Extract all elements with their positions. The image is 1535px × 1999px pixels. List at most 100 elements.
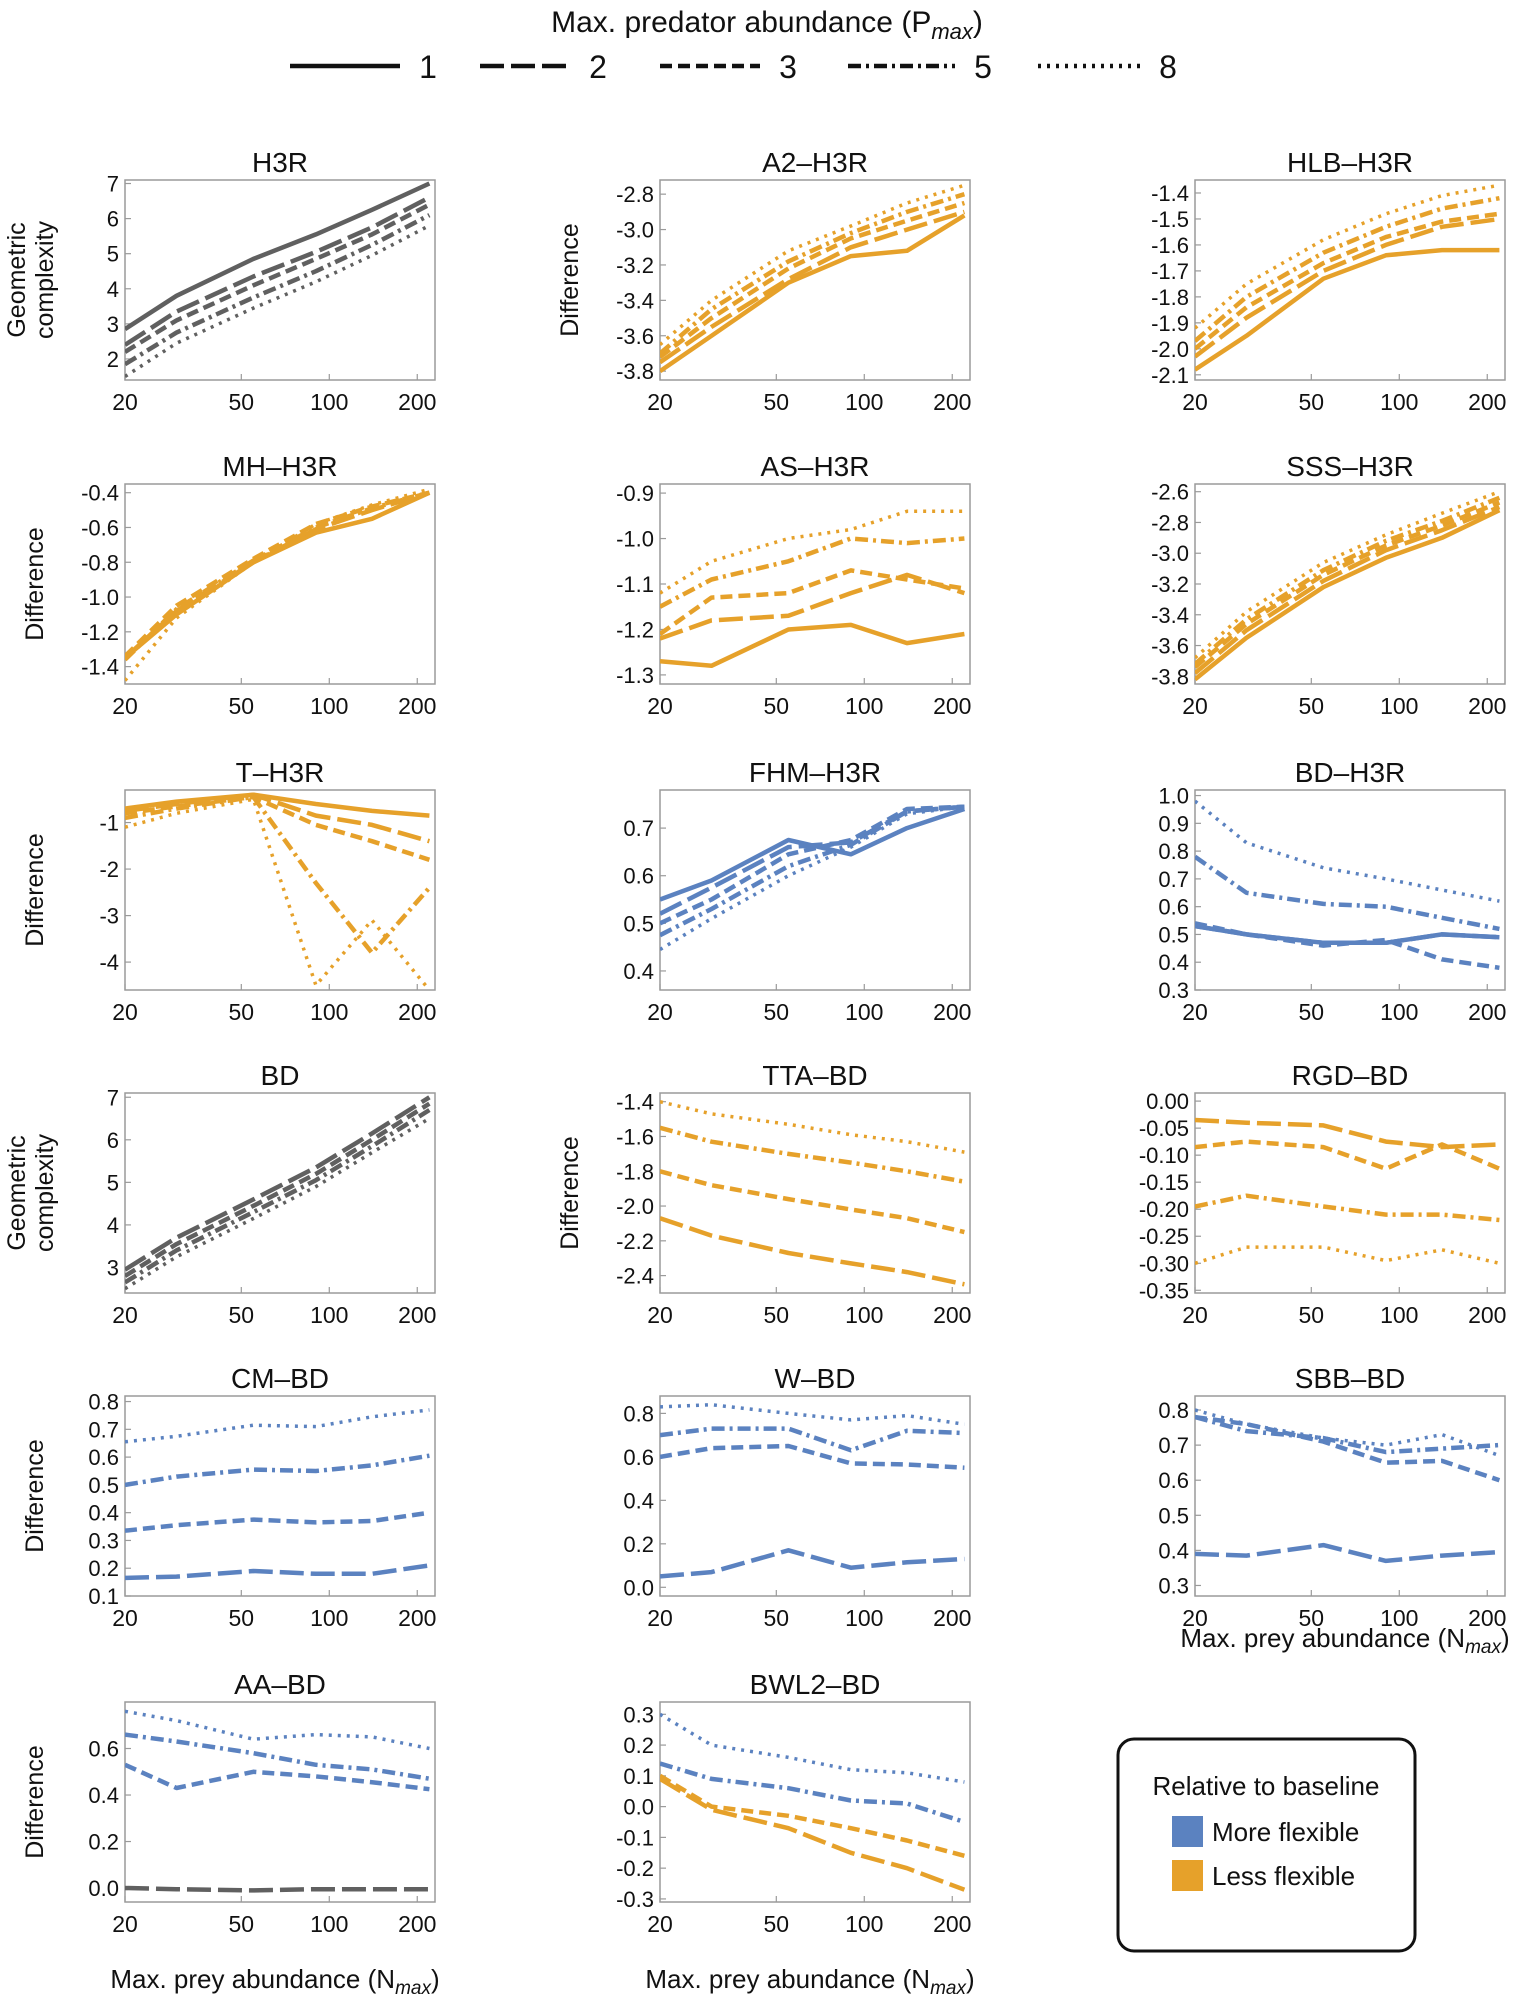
y-tick-label: -1.6 xyxy=(1151,233,1189,258)
x-tick-label: 200 xyxy=(933,389,971,415)
x-tick-label: 50 xyxy=(229,389,255,415)
pmax-legend: Max. predator abundance (Pmax) 1 2 3 5 8 xyxy=(290,6,1177,85)
y-axis-label: Difference xyxy=(556,223,584,337)
series-line-pmax-3 xyxy=(1195,500,1501,669)
series-line-pmax-8 xyxy=(1195,799,1500,903)
pmax-key-label-5: 5 xyxy=(974,49,992,85)
plot-frame xyxy=(1194,1092,1506,1294)
y-tick-label: 0.7 xyxy=(1158,1433,1189,1458)
panel-as-h3r: AS–H3R -1.3 -1.2 -1.1 -1.0 -0.9 20 50 100 200 xyxy=(616,451,971,719)
series-line-pmax-8 xyxy=(125,1408,430,1444)
series-line-pmax-2 xyxy=(1195,216,1500,359)
series-line-pmax-8 xyxy=(1195,490,1501,660)
plot-frame xyxy=(659,1395,971,1597)
more-flexible-swatch xyxy=(1172,1816,1203,1847)
x-tick-label: 100 xyxy=(1380,389,1418,415)
color-legend-box xyxy=(1116,1737,1417,1953)
x-tick-label: 100 xyxy=(310,1302,348,1328)
y-tick-label: 0.8 xyxy=(1158,839,1189,864)
panel-title: AA–BD xyxy=(234,1669,326,1700)
x-tick-label: 100 xyxy=(310,693,348,719)
series-line-pmax-5 xyxy=(660,1761,966,1825)
x-tick-label: 20 xyxy=(647,1302,673,1328)
y-tick-label: -2.2 xyxy=(616,1229,654,1254)
x-tick-label: 200 xyxy=(933,693,971,719)
y-tick-label: 5 xyxy=(107,242,119,267)
x-tick-label: 50 xyxy=(764,389,790,415)
series-line-pmax-2 xyxy=(660,1216,965,1287)
y-tick-label: -1.1 xyxy=(616,572,654,597)
series-line-pmax-2 xyxy=(1195,1117,1500,1150)
y-tick-label: 0.5 xyxy=(88,1473,119,1498)
y-tick-label: 0.4 xyxy=(88,1783,119,1808)
x-tick-label: 20 xyxy=(112,1605,138,1631)
less-flexible-label: Less flexible xyxy=(1212,1861,1355,1891)
y-axis-label: Difference xyxy=(556,1136,584,1250)
x-tick-label: 20 xyxy=(647,1911,673,1937)
x-tick-label: 20 xyxy=(1182,1605,1208,1631)
y-axis-label: Geometric xyxy=(3,1135,31,1250)
x-tick-label: 100 xyxy=(310,1605,348,1631)
x-tick-label: 50 xyxy=(1299,1302,1325,1328)
y-tick-label: 0.2 xyxy=(623,1733,654,1758)
y-tick-label: 3 xyxy=(107,1255,119,1280)
y-tick-label: 6 xyxy=(107,1128,119,1153)
pmax-key-label-2: 2 xyxy=(589,49,607,85)
series-line-pmax-2 xyxy=(660,572,966,641)
plot-frame xyxy=(1194,1395,1506,1597)
panel-title: BD–H3R xyxy=(1295,757,1405,788)
x-tick-label: 50 xyxy=(229,693,255,719)
panel-title: TTA–BD xyxy=(762,1060,867,1091)
more-flexible-label: More flexible xyxy=(1212,1817,1359,1847)
x-tick-label: 200 xyxy=(398,389,436,415)
plot-frame xyxy=(124,483,436,685)
y-tick-label: 0.1 xyxy=(623,1764,654,1789)
y-tick-label: -0.20 xyxy=(1139,1197,1189,1222)
panel-mh-h3r: MH–H3R -1.4 -1.2 -1.0 -0.8 -0.6 -0.4 20 50 100 200… xyxy=(21,451,436,719)
x-tick-label: 50 xyxy=(1299,1605,1325,1631)
series-line-pmax-3 xyxy=(125,490,430,658)
plot-frame xyxy=(124,1701,436,1903)
y-tick-label: -3.2 xyxy=(616,253,654,278)
x-tick-label: 50 xyxy=(764,693,790,719)
x-tick-label: 100 xyxy=(1380,693,1418,719)
series-line-pmax-2 xyxy=(1195,505,1501,675)
y-tick-label: -1.3 xyxy=(616,663,654,688)
panel-w-bd: W–BD 0.0 0.2 0.4 0.6 0.8 20 50 100 200 xyxy=(623,1363,971,1631)
panel-aa-bd: AA–BD 0.0 0.2 0.4 0.6 20 50 100 200 Difference xyxy=(21,1669,436,1937)
series-line-pmax-2 xyxy=(125,792,431,844)
y-tick-label: 4 xyxy=(107,277,119,302)
x-tick-label: 100 xyxy=(310,1911,348,1937)
panel-title: BD xyxy=(261,1060,300,1091)
y-tick-label: 3 xyxy=(107,312,119,337)
series-line-pmax-3 xyxy=(1195,1139,1501,1171)
y-tick-label: -2.4 xyxy=(616,1264,654,1289)
y-tick-label: -3 xyxy=(99,904,119,929)
x-tick-label: 50 xyxy=(229,1605,255,1631)
y-tick-label: -3.6 xyxy=(616,324,654,349)
x-tick-label: 100 xyxy=(1380,999,1418,1025)
series-line-pmax-3 xyxy=(660,568,965,636)
panel-title: SSS–H3R xyxy=(1286,451,1414,482)
series-line-pmax-3 xyxy=(660,200,966,359)
panel-title: SBB–BD xyxy=(1295,1363,1406,1394)
series-line-pmax-8 xyxy=(660,1099,965,1154)
y-tick-label: -1.2 xyxy=(616,617,654,642)
plot-frame xyxy=(124,179,436,381)
y-tick-label: -3.0 xyxy=(1151,541,1189,566)
x-tick-label: 100 xyxy=(845,999,883,1025)
y-tick-label: 0.0 xyxy=(623,1575,654,1600)
x-tick-label: 200 xyxy=(398,999,436,1025)
y-tick-label: -1.9 xyxy=(1151,311,1189,336)
y-axis-label: Difference xyxy=(21,1439,49,1553)
plot-frame xyxy=(659,789,971,991)
y-tick-label: 0.1 xyxy=(88,1584,119,1609)
x-tick-label: 100 xyxy=(845,1302,883,1328)
panel-sss-h3r: SSS–H3R -3.8 -3.6 -3.4 -3.2 -3.0 -2.8 -2.6 20 50 1… xyxy=(1151,451,1506,719)
x-tick-label: 100 xyxy=(845,389,883,415)
color-legend-title: Relative to baseline xyxy=(1153,1771,1380,1801)
series-line-pmax-5 xyxy=(125,1732,430,1781)
x-tick-label: 100 xyxy=(845,693,883,719)
y-tick-label: -2.8 xyxy=(616,182,654,207)
